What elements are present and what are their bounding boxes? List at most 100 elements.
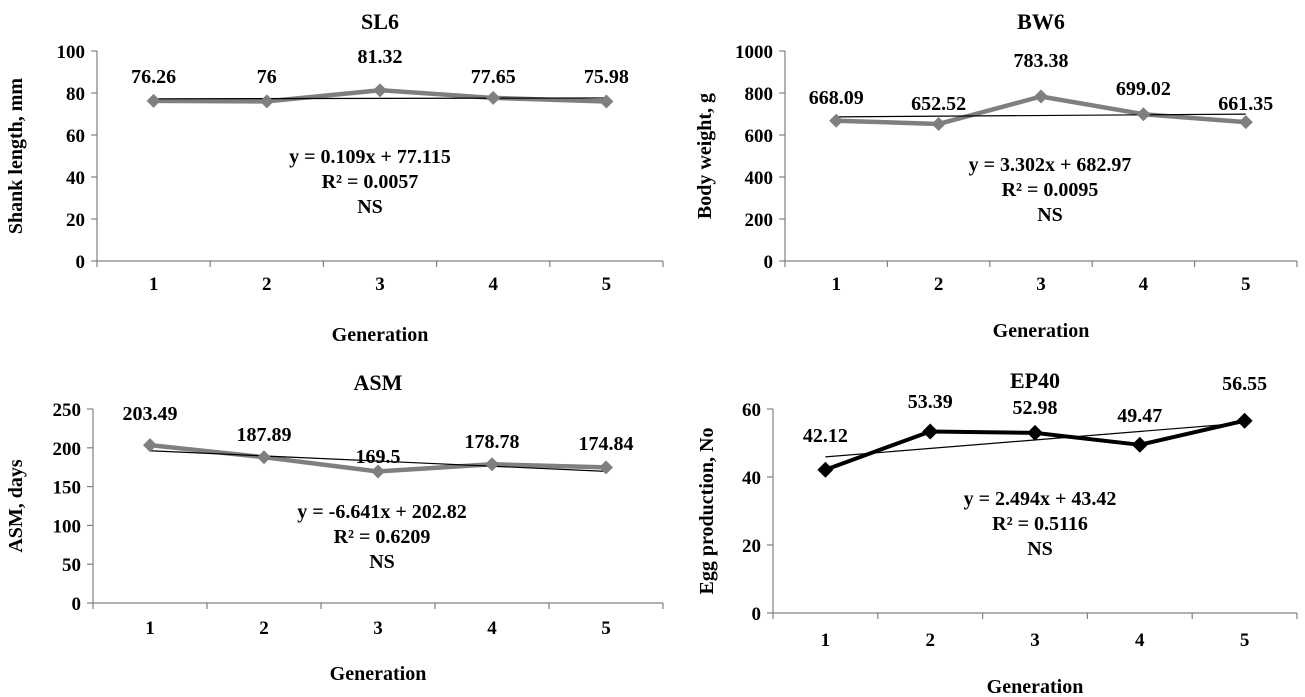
y-tick-label: 60 xyxy=(66,126,85,147)
x-axis-title: Generation xyxy=(332,324,429,346)
data-label: 699.02 xyxy=(1116,78,1171,100)
data-label: 178.78 xyxy=(465,431,520,453)
significance-label: NS xyxy=(1037,204,1063,226)
x-tick-label: 5 xyxy=(1241,274,1251,295)
trend-equation: y = -6.641x + 202.82 xyxy=(297,501,466,523)
data-point xyxy=(1034,89,1048,104)
trendline xyxy=(836,113,1246,118)
trend-equation: R² = 0.0095 xyxy=(1002,179,1099,201)
chart-ep40: EP40 0 20 40 60 1 2 3 4 5 Generation Egg production… xyxy=(696,368,1298,697)
y-tick-label: 200 xyxy=(745,210,774,231)
y-axis-title: Egg production, No xyxy=(696,428,718,595)
data-point xyxy=(1027,424,1043,441)
x-tick-label: 5 xyxy=(1240,630,1250,651)
data-point xyxy=(485,457,499,472)
y-tick-label: 0 xyxy=(752,604,762,625)
data-point xyxy=(371,464,385,479)
data-point xyxy=(373,83,387,98)
data-label: 49.47 xyxy=(1117,405,1162,427)
data-point xyxy=(922,423,939,440)
y-tick-label: 200 xyxy=(53,439,82,460)
y-tick-label: 0 xyxy=(76,252,86,273)
chart-title: EP40 xyxy=(1010,368,1060,393)
data-point xyxy=(1238,115,1253,130)
trendline xyxy=(153,97,607,100)
data-point xyxy=(829,113,844,128)
x-axis-title: Generation xyxy=(987,676,1084,697)
x-tick-label: 2 xyxy=(262,274,272,295)
significance-label: NS xyxy=(357,196,383,218)
trendline xyxy=(149,450,607,472)
data-point xyxy=(143,438,157,453)
trend-equation: R² = 0.0057 xyxy=(322,171,419,193)
data-point xyxy=(1236,412,1253,429)
data-label: 668.09 xyxy=(809,87,864,109)
data-point xyxy=(486,90,501,105)
data-point xyxy=(1136,107,1151,122)
data-label: 174.84 xyxy=(579,433,634,455)
y-tick-label: 40 xyxy=(66,168,85,189)
trend-equation: R² = 0.6209 xyxy=(334,526,431,548)
data-point xyxy=(1131,436,1148,453)
trend-equation: y = 0.109x + 77.115 xyxy=(289,146,451,168)
y-tick-label: 20 xyxy=(742,536,761,557)
y-tick-label: 50 xyxy=(62,555,81,576)
chart-asm: ASM 0 50 100 150 200 250 1 2 3 4 5 Generation ASM, da… xyxy=(5,370,664,685)
data-label: 77.65 xyxy=(471,66,516,88)
y-tick-label: 1000 xyxy=(735,42,773,63)
data-label: 187.89 xyxy=(237,424,292,446)
x-tick-label: 3 xyxy=(1036,274,1046,295)
x-axis-title: Generation xyxy=(993,320,1090,342)
y-tick-label: 600 xyxy=(745,126,774,147)
data-label: 75.98 xyxy=(584,66,629,88)
trend-equation: y = 3.302x + 682.97 xyxy=(969,154,1132,176)
x-tick-label: 3 xyxy=(375,274,385,295)
y-tick-label: 250 xyxy=(53,400,82,421)
x-tick-label: 1 xyxy=(831,274,841,295)
x-tick-label: 3 xyxy=(373,618,383,639)
y-tick-label: 40 xyxy=(742,468,761,489)
y-axis-title: Body weight, g xyxy=(694,93,716,219)
x-tick-label: 2 xyxy=(259,618,269,639)
data-label: 661.35 xyxy=(1218,93,1273,115)
x-tick-label: 2 xyxy=(925,630,935,651)
data-label: 652.52 xyxy=(911,93,966,115)
y-tick-label: 150 xyxy=(53,478,82,499)
x-axis-title: Generation xyxy=(330,663,427,685)
data-point xyxy=(257,450,271,465)
x-tick-label: 4 xyxy=(1139,274,1149,295)
data-label: 53.39 xyxy=(908,391,953,413)
x-tick-label: 1 xyxy=(145,618,155,639)
y-axis-title: Shank length, mm xyxy=(5,78,27,234)
x-tick-label: 2 xyxy=(934,274,944,295)
chart-bw6: BW6 0 200 400 600 800 1000 1 2 3 4 5 Generation Body … xyxy=(694,9,1298,342)
data-label: 783.38 xyxy=(1014,50,1069,72)
y-tick-label: 60 xyxy=(742,400,761,421)
y-tick-label: 100 xyxy=(53,516,82,537)
trend-equation: R² = 0.5116 xyxy=(992,513,1088,535)
data-label: 56.55 xyxy=(1222,373,1267,395)
data-label: 42.12 xyxy=(803,425,848,447)
x-tick-label: 4 xyxy=(488,274,498,295)
trend-equation: y = 2.494x + 43.42 xyxy=(964,488,1117,510)
data-label: 76 xyxy=(257,66,277,88)
y-tick-label: 20 xyxy=(66,210,85,231)
significance-label: NS xyxy=(369,551,395,573)
y-tick-label: 100 xyxy=(57,42,86,63)
significance-label: NS xyxy=(1027,538,1053,560)
y-tick-label: 0 xyxy=(764,252,774,273)
data-point xyxy=(259,94,274,109)
x-tick-label: 5 xyxy=(601,618,611,639)
data-label: 76.26 xyxy=(131,66,176,88)
y-tick-label: 400 xyxy=(745,168,774,189)
chart-title: ASM xyxy=(354,370,403,395)
y-axis-title: ASM, days xyxy=(5,459,27,553)
data-point xyxy=(817,461,834,478)
y-tick-label: 0 xyxy=(72,594,82,615)
chart-sl6: SL6 0 20 40 60 80 100 1 2 3 4 5 Generation Shank leng… xyxy=(5,9,664,346)
y-tick-label: 800 xyxy=(745,84,774,105)
data-point xyxy=(931,116,946,131)
chart-title: BW6 xyxy=(1017,9,1065,34)
data-label: 52.98 xyxy=(1013,397,1058,419)
